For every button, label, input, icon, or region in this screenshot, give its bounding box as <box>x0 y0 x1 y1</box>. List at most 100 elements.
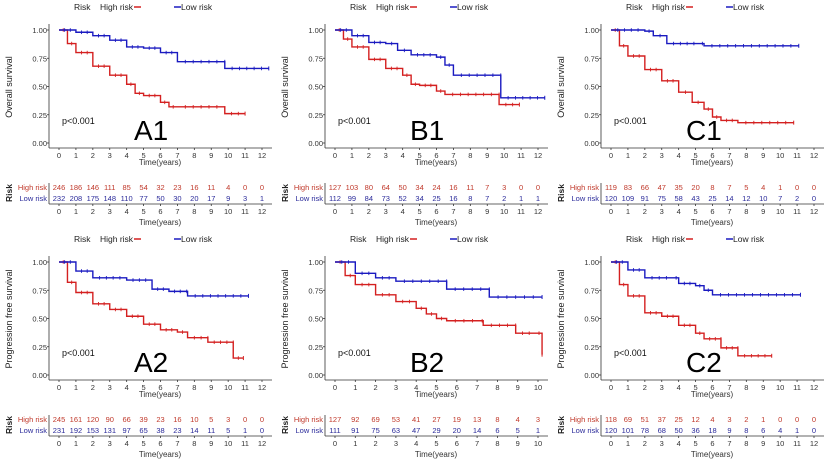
risk-count: 127 <box>329 415 342 424</box>
survival-curve-low-risk <box>59 29 269 70</box>
risk-count: 84 <box>365 194 373 203</box>
risk-count: 1 <box>536 426 540 435</box>
risk-count: 50 <box>156 194 164 203</box>
risk-x-tick-label: 6 <box>434 207 438 216</box>
legend-label-low-risk: Low risk <box>733 2 765 12</box>
risk-x-tick-label: 11 <box>793 439 801 448</box>
y-tick-label: 1.00 <box>584 26 599 35</box>
x-tick-label: 1 <box>626 151 630 160</box>
risk-count: 8 <box>710 183 714 192</box>
risk-count: 36 <box>691 426 699 435</box>
risk-count: 25 <box>708 194 716 203</box>
risk-count: 120 <box>87 415 100 424</box>
x-tick-label: 1 <box>74 383 78 392</box>
risk-count: 3 <box>226 415 230 424</box>
km-chart-svg: Risk High risk Low risk Overall survival 0.0… <box>556 2 824 227</box>
risk-count: 246 <box>53 183 66 192</box>
y-tick-label: 0.25 <box>32 343 47 352</box>
x-tick-label: 6 <box>158 383 162 392</box>
risk-x-tick-label: 6 <box>710 207 714 216</box>
risk-x-tick-label: 11 <box>241 207 249 216</box>
panel-label: A1 <box>134 115 168 146</box>
x-tick-label: 2 <box>91 151 95 160</box>
risk-x-tick-label: 9 <box>516 439 520 448</box>
risk-count: 91 <box>641 194 649 203</box>
y-tick-label: 0.75 <box>584 54 599 63</box>
y-tick-label: 0.75 <box>584 286 599 295</box>
x-tick-label: 8 <box>744 383 748 392</box>
legend-label-high-risk: High risk <box>100 2 134 12</box>
risk-count: 29 <box>432 426 440 435</box>
risk-x-tick-label: 10 <box>776 439 784 448</box>
risk-count: 208 <box>70 194 83 203</box>
risk-count: 97 <box>122 426 130 435</box>
y-axis-label: Progression free survival <box>4 269 14 368</box>
y-axis-label: Progression free survival <box>280 269 290 368</box>
p-value: p<0.001 <box>614 116 647 126</box>
x-tick-label: 4 <box>125 383 129 392</box>
survival-curve-high-risk <box>611 261 772 357</box>
x-tick-label: 9 <box>761 383 765 392</box>
risk-count: 64 <box>382 183 390 192</box>
risk-count: 192 <box>70 426 83 435</box>
risk-table-x-label: Time(years) <box>139 450 182 459</box>
risk-count: 13 <box>473 415 481 424</box>
risk-count: 23 <box>156 415 164 424</box>
legend-label-low-risk: Low risk <box>181 2 213 12</box>
risk-x-tick-label: 5 <box>141 207 145 216</box>
y-tick-label: 1.00 <box>308 258 323 267</box>
risk-count: 148 <box>103 194 116 203</box>
legend-label-low-risk: Low risk <box>457 2 489 12</box>
risk-count: 32 <box>156 183 164 192</box>
risk-count: 1 <box>778 183 782 192</box>
risk-count: 16 <box>449 183 457 192</box>
x-tick-label: 11 <box>793 151 801 160</box>
risk-x-tick-label: 0 <box>57 207 61 216</box>
risk-x-tick-label: 8 <box>744 439 748 448</box>
risk-count: 14 <box>473 426 481 435</box>
p-value: p<0.001 <box>338 348 371 358</box>
risk-count: 9 <box>727 426 731 435</box>
y-tick-label: 0.75 <box>32 286 47 295</box>
panel-label: C2 <box>686 347 722 378</box>
risk-x-tick-label: 0 <box>609 207 613 216</box>
x-tick-label: 3 <box>394 383 398 392</box>
risk-row-label-low: Low risk <box>19 194 47 203</box>
risk-x-tick-label: 4 <box>125 207 129 216</box>
risk-x-tick-label: 5 <box>141 439 145 448</box>
risk-count: 1 <box>761 415 765 424</box>
y-tick-label: 0.25 <box>584 111 599 120</box>
risk-count: 43 <box>691 194 699 203</box>
x-tick-label: 6 <box>710 383 714 392</box>
y-tick-label: 0.00 <box>308 371 323 380</box>
x-tick-label: 3 <box>660 383 664 392</box>
risk-count: 35 <box>674 183 682 192</box>
risk-x-tick-label: 10 <box>500 207 508 216</box>
risk-row-label-high: High risk <box>570 415 599 424</box>
risk-row-label-high: High risk <box>294 183 323 192</box>
x-tick-label: 5 <box>693 383 697 392</box>
legend-title: Risk <box>626 2 643 12</box>
x-axis-label: Time(years) <box>691 390 734 399</box>
risk-x-tick-label: 5 <box>693 207 697 216</box>
risk-x-tick-label: 5 <box>434 439 438 448</box>
risk-count: 186 <box>70 183 83 192</box>
x-tick-label: 11 <box>241 151 249 160</box>
x-tick-label: 6 <box>434 151 438 160</box>
y-tick-label: 0.25 <box>308 343 323 352</box>
risk-count: 245 <box>53 415 66 424</box>
risk-x-tick-label: 3 <box>660 207 664 216</box>
risk-x-tick-label: 8 <box>468 207 472 216</box>
risk-count: 23 <box>173 183 181 192</box>
risk-count: 5 <box>744 183 748 192</box>
risk-x-tick-label: 10 <box>224 439 232 448</box>
legend: Risk High risk Low risk <box>626 2 765 12</box>
km-panel-b1: Risk High risk Low risk Overall survival 0.0… <box>276 0 552 231</box>
legend-title: Risk <box>74 2 91 12</box>
risk-count: 101 <box>622 426 635 435</box>
x-tick-label: 10 <box>534 383 542 392</box>
y-tick-label: 0.00 <box>308 139 323 148</box>
risk-count: 68 <box>658 426 666 435</box>
risk-count: 39 <box>139 415 147 424</box>
risk-count: 0 <box>812 194 816 203</box>
